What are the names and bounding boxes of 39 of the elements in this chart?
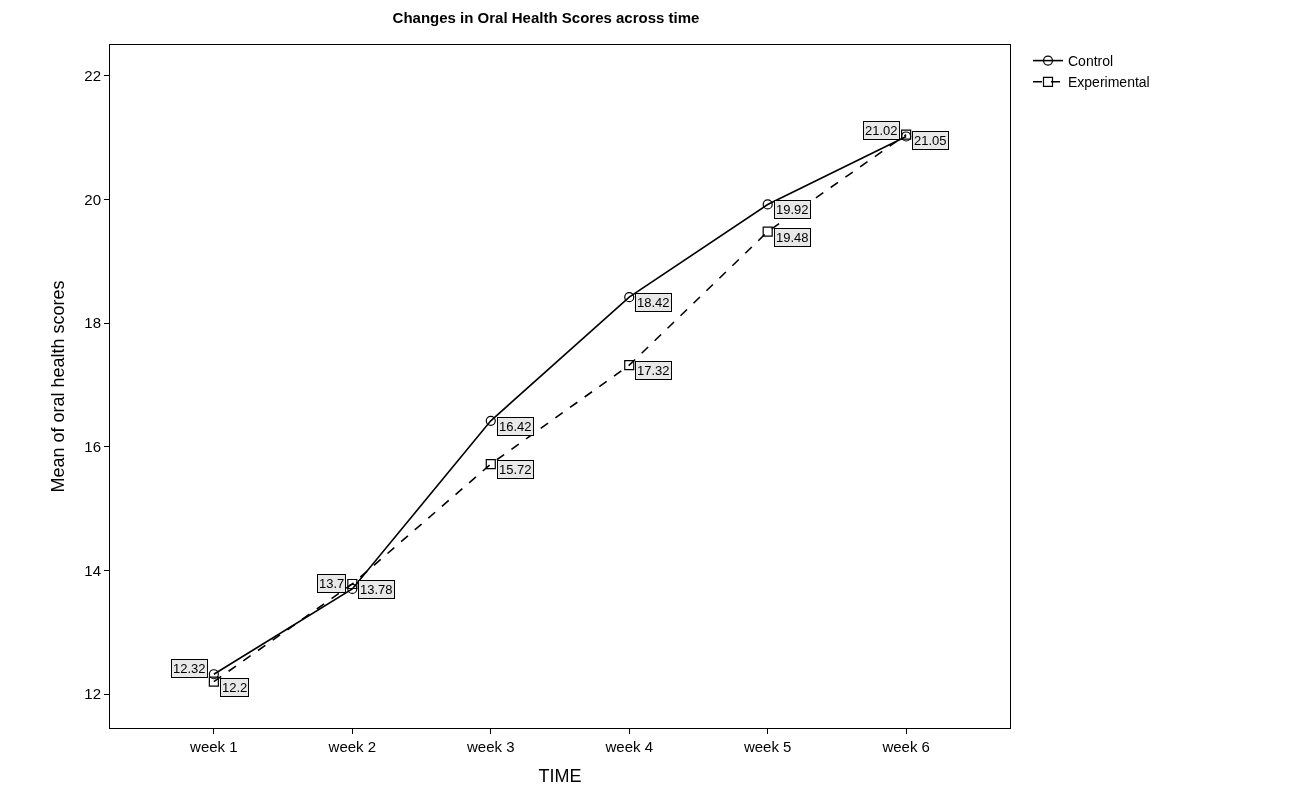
y-tick-label: 22 [84, 67, 101, 85]
chart-title: Changes in Oral Health Scores across time [392, 8, 700, 26]
point [208, 676, 219, 687]
x-tick-label: week 5 [742, 738, 792, 755]
data-label: 13.78 [360, 582, 393, 597]
data-label: 13.7 [319, 576, 345, 591]
data-label: 18.42 [637, 295, 670, 310]
legend-label: Control [1068, 53, 1114, 70]
point [347, 578, 358, 590]
data-label: 12.2 [222, 680, 248, 695]
data-label: 15.72 [499, 462, 532, 477]
y-axis-title: Mean of oral health scores [47, 280, 68, 493]
y-tick-label: 16 [84, 438, 101, 456]
y-tick-label: 14 [84, 561, 101, 579]
x-axis-title: TIME [538, 766, 582, 787]
point [762, 199, 773, 210]
point [485, 415, 496, 426]
data-label: 16.42 [499, 419, 532, 434]
point [624, 360, 635, 371]
data-label: 19.48 [776, 230, 809, 245]
x-tick-label: week 6 [881, 738, 930, 755]
data-label: 21.02 [865, 123, 898, 138]
y-tick-label: 18 [84, 314, 101, 332]
point [624, 292, 635, 303]
data-label: 21.05 [914, 133, 947, 148]
data-label: 12.32 [173, 661, 206, 676]
point [485, 458, 496, 470]
point [347, 583, 358, 595]
point [208, 669, 219, 680]
x-tick-label: week 3 [466, 738, 515, 755]
y-tick-label: 20 [84, 190, 101, 208]
data-label: 17.32 [637, 363, 670, 378]
x-tick-label: week 4 [604, 738, 653, 755]
legend-label: Experimental [1068, 74, 1150, 91]
x-tick-label: week 1 [189, 738, 238, 755]
x-tick-label: week 2 [327, 738, 377, 755]
y-tick-label: 12 [84, 685, 101, 703]
data-label: 19.92 [776, 202, 809, 217]
point [762, 226, 773, 237]
